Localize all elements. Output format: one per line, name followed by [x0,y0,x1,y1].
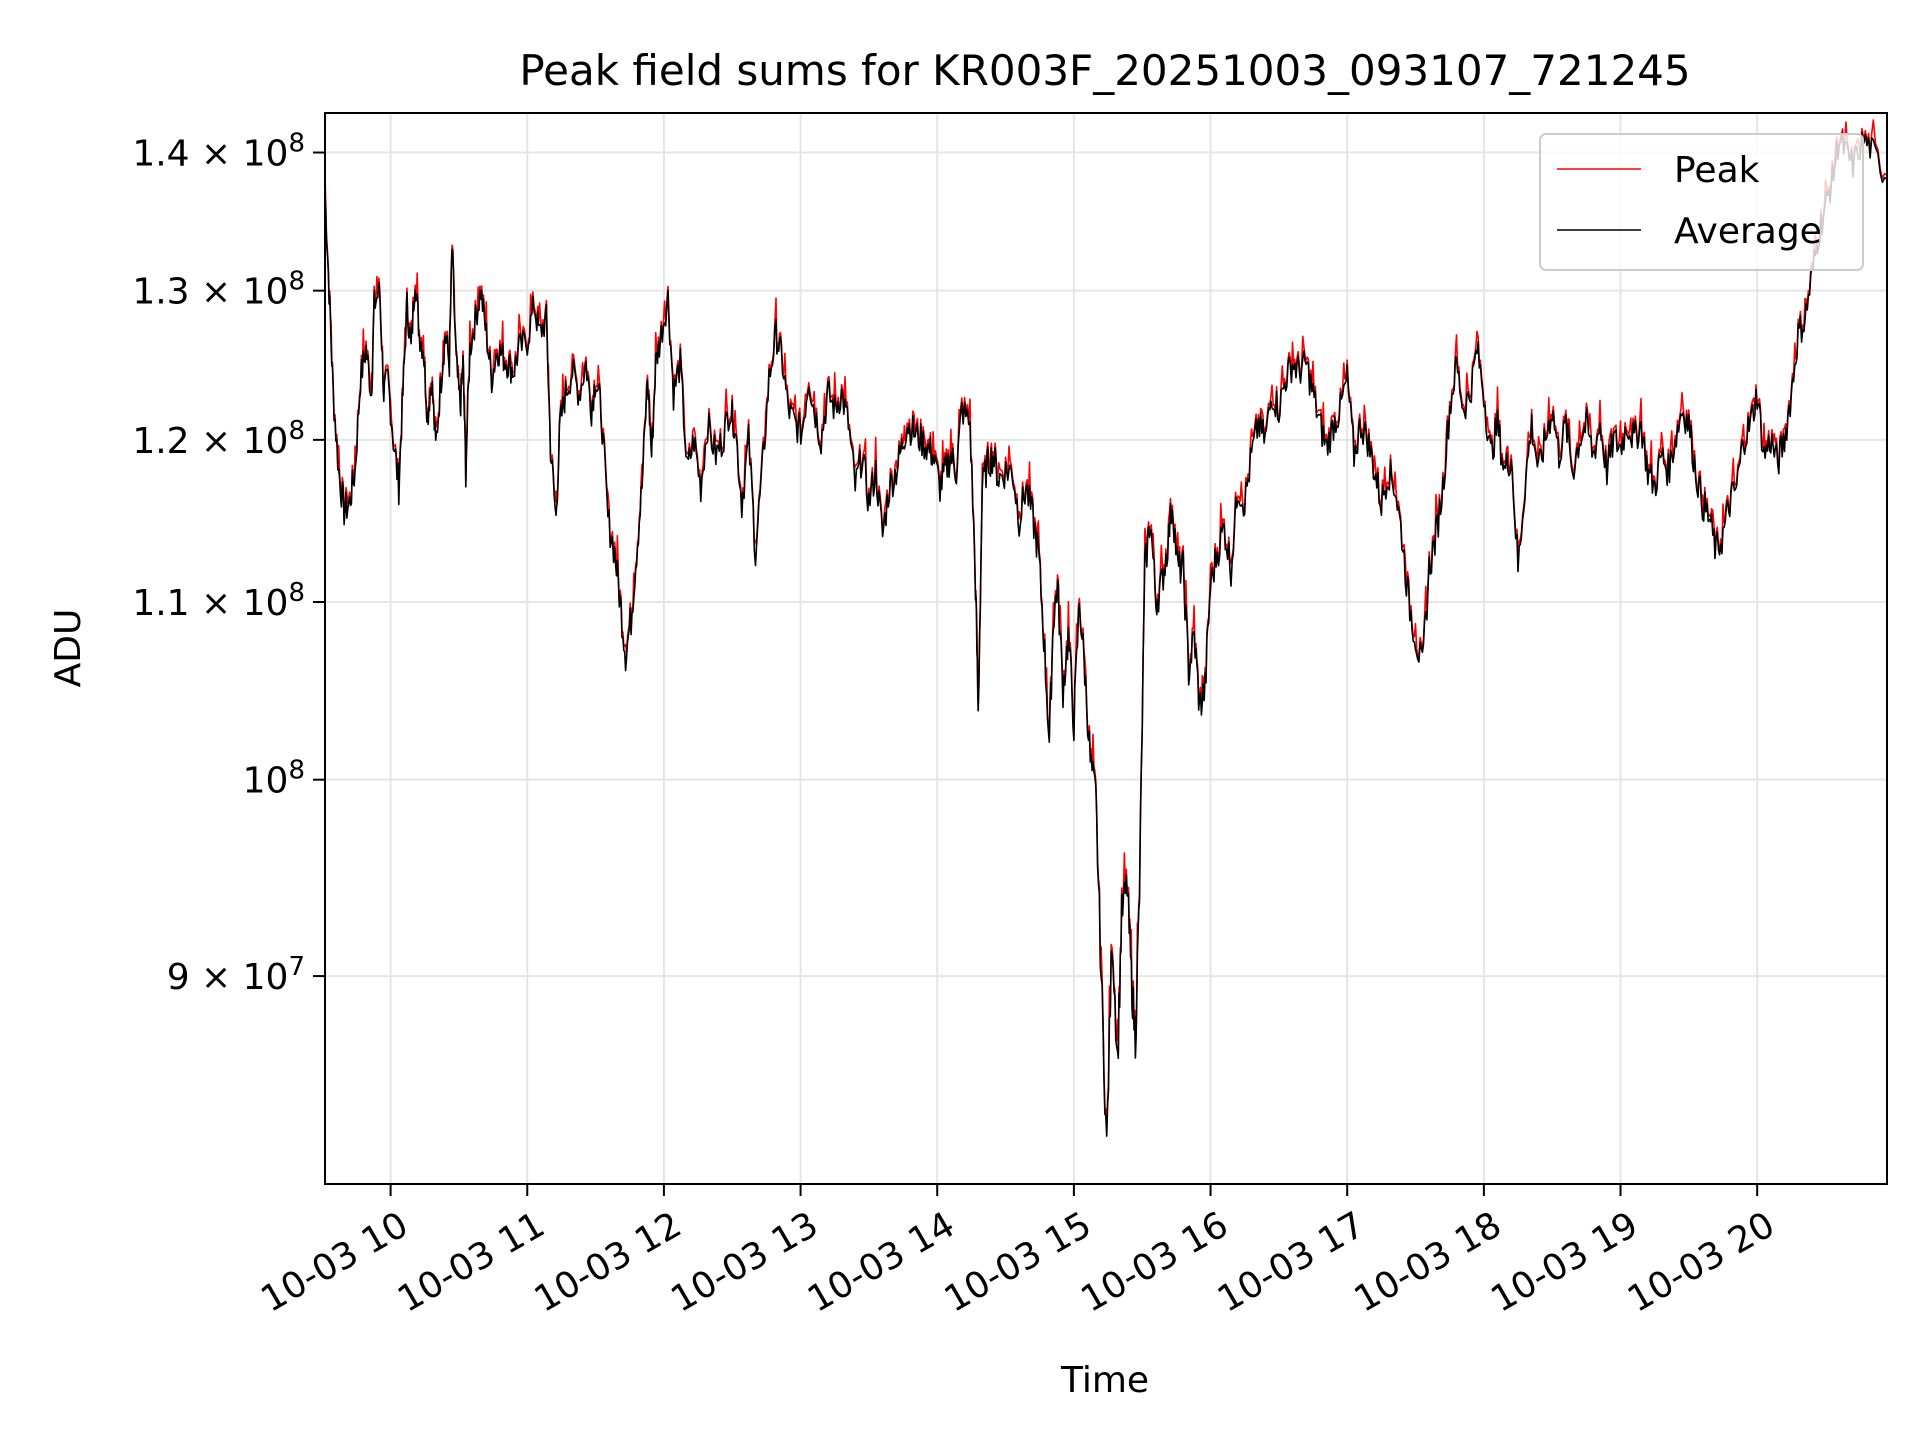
legend-box [1539,133,1864,271]
y-tick-label: 1.3 × 108 [132,267,305,313]
legend-average-label: Average [1674,211,1822,252]
series-line-average [325,131,1887,1137]
series-layer [325,119,1887,1137]
legend-peak-label: Peak [1674,150,1760,191]
chart-title: Peak field sums for KR003F_20251003_0931… [519,46,1690,95]
y-tick-label: 1.4 × 108 [132,129,305,175]
y-axis: 9 × 107 108 1.1 × 108 1.2 × 108 1.3 × 108 1.4… [132,129,325,998]
legend: Peak Average [1539,133,1864,271]
y-tick-label: 108 [243,756,305,802]
plot-area [325,119,1887,1137]
y-axis-label: ADU [48,609,89,688]
x-axis-label: Time [1060,1360,1149,1401]
y-tick-label: 9 × 107 [167,952,305,998]
y-tick-label: 1.1 × 108 [132,578,305,624]
y-tick-label: 1.2 × 108 [132,416,305,462]
plot-frame [324,112,1888,1185]
grid-lines [325,113,1887,1184]
